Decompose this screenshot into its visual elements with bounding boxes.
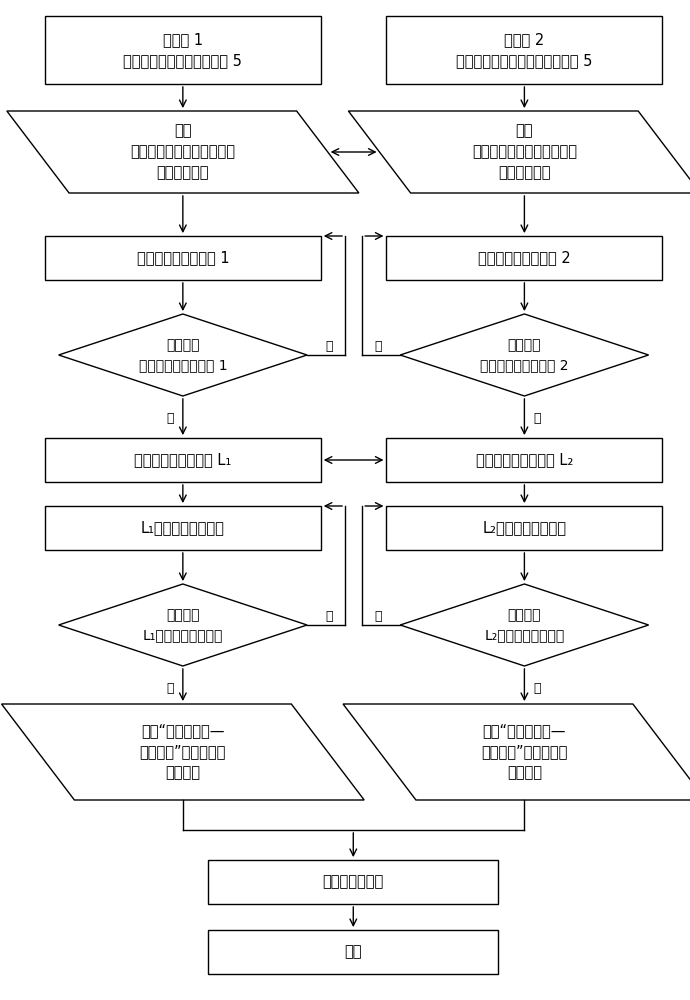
Text: 初始态 1
装置中未放入待测透明介质 5: 初始态 1 装置中未放入待测透明介质 5 <box>124 32 242 68</box>
Bar <box>386 16 662 84</box>
Text: 对比分析、计算: 对比分析、计算 <box>323 874 384 890</box>
Polygon shape <box>59 314 307 396</box>
Text: L₂范围精细单步扫描: L₂范围精细单步扫描 <box>482 520 566 536</box>
Polygon shape <box>400 314 649 396</box>
Text: 是: 是 <box>533 682 540 694</box>
Bar <box>208 860 498 904</box>
Polygon shape <box>343 704 690 800</box>
Text: 是: 是 <box>167 682 174 694</box>
Text: 是: 是 <box>167 412 174 424</box>
Text: 确定干涉场出现范围 L₂: 确定干涉场出现范围 L₂ <box>475 452 573 468</box>
Text: 否: 否 <box>375 340 382 354</box>
Text: 是否完成
大范围粗略单步扫描 1: 是否完成 大范围粗略单步扫描 1 <box>139 338 227 372</box>
Text: 否: 否 <box>326 340 333 354</box>
Text: 否: 否 <box>375 610 382 624</box>
Text: 确定干涉场出现范围 L₁: 确定干涉场出现范围 L₁ <box>135 452 231 468</box>
Bar <box>45 236 321 280</box>
Polygon shape <box>59 584 307 666</box>
Text: 大范围粗略单步扫描 1: 大范围粗略单步扫描 1 <box>137 250 229 265</box>
Text: 是否完成
L₁范围精细单步扫描: 是否完成 L₁范围精细单步扫描 <box>143 608 223 642</box>
Text: 生成“干涉场信息—
延迟长度”之间关系的
背景曲线: 生成“干涉场信息— 延迟长度”之间关系的 背景曲线 <box>139 724 226 780</box>
Text: 结束: 结束 <box>344 944 362 960</box>
Polygon shape <box>400 584 649 666</box>
Text: 是否完成
大范围粗略单步扫描 2: 是否完成 大范围粗略单步扫描 2 <box>480 338 569 372</box>
Bar <box>386 506 662 550</box>
Text: 开始
启动精密光学延迟平台组件
进行样品测量: 开始 启动精密光学延迟平台组件 进行样品测量 <box>472 123 577 180</box>
Text: 生成“干涉场信息—
延迟长度”之间关系的
测量曲线: 生成“干涉场信息— 延迟长度”之间关系的 测量曲线 <box>481 724 568 780</box>
Polygon shape <box>1 704 364 800</box>
Bar <box>386 438 662 482</box>
Text: 开始
启动精密光学延迟平台组件
进行背景测量: 开始 启动精密光学延迟平台组件 进行背景测量 <box>130 123 235 180</box>
Text: L₁范围精细单步扫描: L₁范围精细单步扫描 <box>141 520 225 536</box>
Text: 是: 是 <box>533 412 540 424</box>
Bar <box>45 16 321 84</box>
Text: 否: 否 <box>326 610 333 624</box>
Polygon shape <box>7 111 359 193</box>
Polygon shape <box>348 111 690 193</box>
Bar <box>386 236 662 280</box>
Text: 大范围粗略单步扫描 2: 大范围粗略单步扫描 2 <box>478 250 571 265</box>
Bar <box>45 506 321 550</box>
Bar <box>208 930 498 974</box>
Bar <box>45 438 321 482</box>
Text: 初始态 2
在泵浦光路中放入待测透明介质 5: 初始态 2 在泵浦光路中放入待测透明介质 5 <box>456 32 593 68</box>
Text: 是否完成
L₂范围精细单步扫描: 是否完成 L₂范围精细单步扫描 <box>484 608 564 642</box>
